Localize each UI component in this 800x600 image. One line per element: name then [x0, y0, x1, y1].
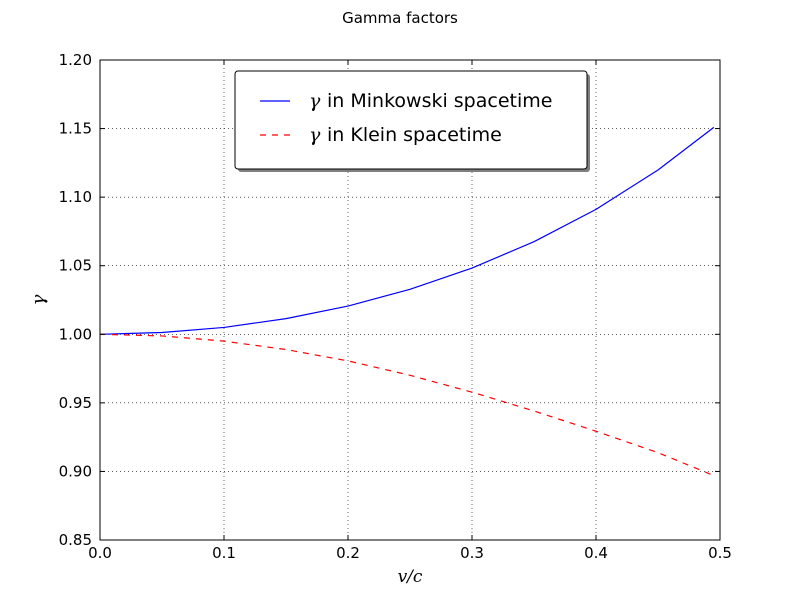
- y-tick-label: 1.00: [59, 325, 92, 343]
- y-tick-label: 1.20: [59, 51, 92, 69]
- y-axis-label: γ: [28, 294, 49, 305]
- legend-box: [234, 70, 588, 170]
- series-line-minkowski: [99, 126, 715, 335]
- x-axis-label: v/c: [398, 567, 423, 587]
- legend-symbol-klein: γ: [309, 124, 321, 146]
- axis-ticks: [99, 59, 721, 541]
- legend-label-klein: in Klein spacetime: [327, 124, 502, 146]
- legend-symbol-minkowski: γ: [309, 90, 321, 112]
- y-tick-label: 0.90: [59, 462, 92, 480]
- x-tick-label: 0.2: [336, 544, 360, 562]
- plot-frame: [99, 59, 721, 541]
- series-layer: [99, 126, 715, 477]
- y-tick-labels: 0.85 0.90 0.95 1.00 1.05 1.10 1.15 1.20: [59, 51, 92, 549]
- x-tick-label: 0.1: [212, 544, 236, 562]
- x-tick-label: 0.4: [584, 544, 608, 562]
- legend: γ in Minkowski spacetime γ in Klein spac…: [234, 70, 590, 172]
- series-line-klein: [99, 333, 715, 477]
- x-tick-label: 0.0: [88, 544, 112, 562]
- x-tick-label: 0.5: [708, 544, 732, 562]
- x-tick-labels: 0.0 0.1 0.2 0.3 0.4 0.5: [88, 544, 732, 562]
- y-tick-label: 1.10: [59, 188, 92, 206]
- legend-label-minkowski: in Minkowski spacetime: [327, 90, 552, 112]
- y-tick-label: 1.15: [59, 120, 92, 138]
- chart-title: Gamma factors: [342, 9, 458, 27]
- y-tick-label: 0.95: [59, 394, 92, 412]
- y-tick-label: 0.85: [59, 531, 92, 549]
- x-tick-label: 0.3: [460, 544, 484, 562]
- y-tick-label: 1.05: [59, 257, 92, 275]
